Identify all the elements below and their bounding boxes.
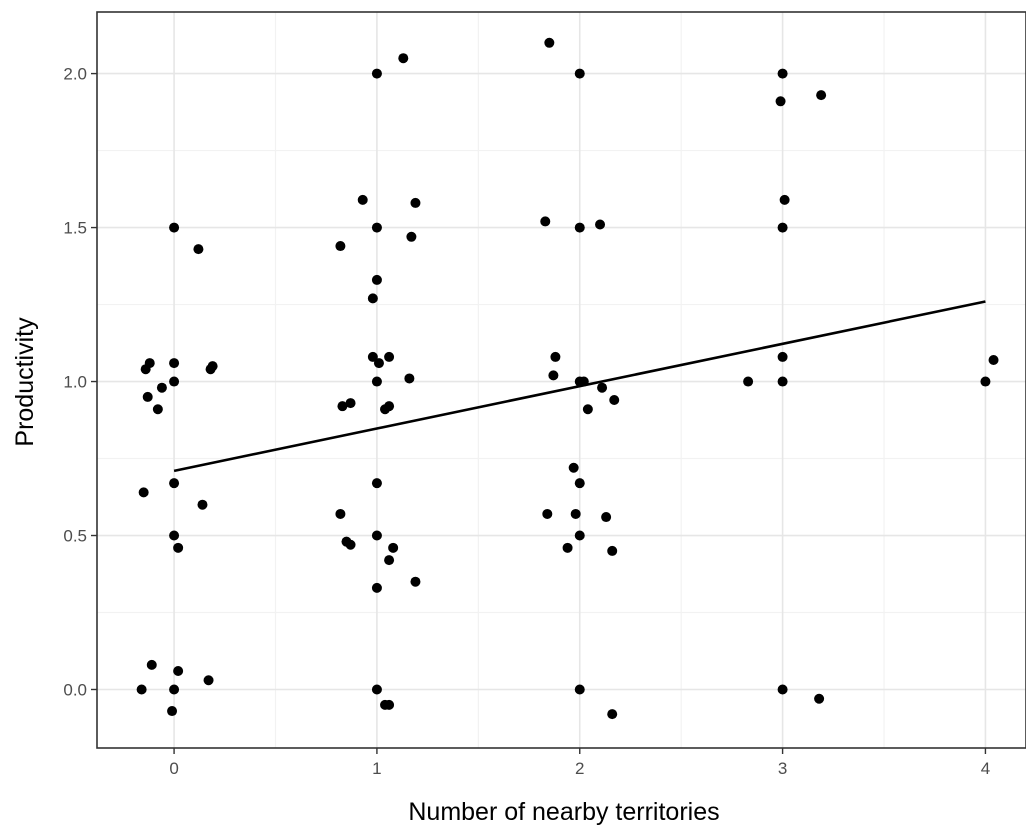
data-point xyxy=(398,53,409,64)
data-point xyxy=(544,37,555,48)
trend-line xyxy=(173,300,986,473)
y-axis-title: Productivity xyxy=(11,317,39,447)
plot-area xyxy=(96,11,1026,749)
data-point xyxy=(337,401,348,412)
data-point xyxy=(203,675,214,686)
data-point xyxy=(607,709,618,720)
y-axis: 0.0 0.5 1.0 1.5 2.0 xyxy=(63,65,97,699)
data-point xyxy=(371,478,382,489)
data-point xyxy=(814,693,825,704)
data-point xyxy=(144,358,155,369)
data-point xyxy=(138,487,149,498)
data-point xyxy=(371,582,382,593)
data-point xyxy=(142,391,153,402)
x-tick-label: 0 xyxy=(169,759,178,778)
data-point xyxy=(779,194,790,205)
y-tick-label: 2.0 xyxy=(63,65,87,84)
data-point xyxy=(777,684,788,695)
data-point xyxy=(562,542,573,553)
data-point xyxy=(371,68,382,79)
data-point xyxy=(595,219,606,230)
y-tick-label: 1.5 xyxy=(63,219,87,238)
data-point xyxy=(367,351,378,362)
y-tick-label: 0.0 xyxy=(63,680,87,699)
x-tick-label: 1 xyxy=(372,759,381,778)
data-point xyxy=(540,216,551,227)
data-point xyxy=(156,382,167,393)
y-tick-label: 1.0 xyxy=(63,373,87,392)
panel-border xyxy=(96,11,1026,749)
data-point xyxy=(574,530,585,541)
data-point xyxy=(384,351,395,362)
data-point xyxy=(173,666,184,677)
data-point xyxy=(371,274,382,285)
data-point xyxy=(371,376,382,387)
data-point xyxy=(169,222,180,233)
data-point xyxy=(173,542,184,553)
data-point xyxy=(197,499,208,510)
data-point xyxy=(169,358,180,369)
data-point xyxy=(169,376,180,387)
data-point xyxy=(384,699,395,710)
data-point xyxy=(367,293,378,304)
data-point xyxy=(404,373,415,384)
data-point xyxy=(152,404,163,415)
data-point xyxy=(136,684,147,695)
data-point xyxy=(568,462,579,473)
data-point xyxy=(371,530,382,541)
data-point xyxy=(609,395,620,406)
data-point xyxy=(207,361,218,372)
data-point xyxy=(548,370,559,381)
data-point xyxy=(574,222,585,233)
data-point xyxy=(574,68,585,79)
data-point xyxy=(169,478,180,489)
data-point xyxy=(146,659,157,670)
data-point xyxy=(777,68,788,79)
y-tick-label: 0.5 xyxy=(63,527,87,546)
data-point xyxy=(335,241,346,252)
data-point xyxy=(607,545,618,556)
data-point xyxy=(775,96,786,107)
x-tick-label: 2 xyxy=(575,759,584,778)
data-point xyxy=(574,478,585,489)
data-point xyxy=(597,382,608,393)
data-point xyxy=(167,706,178,717)
data-point xyxy=(980,376,991,387)
data-point xyxy=(743,376,754,387)
data-point xyxy=(345,539,356,550)
data-point xyxy=(570,508,581,519)
data-point xyxy=(169,684,180,695)
data-point xyxy=(373,358,384,369)
data-point xyxy=(357,194,368,205)
data-point xyxy=(777,222,788,233)
data-point xyxy=(601,512,612,523)
x-axis: 0 1 2 3 4 xyxy=(169,748,990,778)
data-point xyxy=(169,530,180,541)
data-point xyxy=(345,398,356,409)
data-point xyxy=(410,576,421,587)
data-point xyxy=(542,508,553,519)
data-point xyxy=(988,354,999,365)
data-point xyxy=(384,555,395,566)
data-point xyxy=(574,684,585,695)
data-point xyxy=(410,197,421,208)
data-point xyxy=(371,684,382,695)
x-tick-label: 3 xyxy=(778,759,787,778)
data-point xyxy=(550,351,561,362)
data-point xyxy=(384,401,395,412)
data-point xyxy=(193,244,204,255)
data-point xyxy=(406,231,417,242)
data-point xyxy=(371,222,382,233)
data-point xyxy=(335,508,346,519)
data-point xyxy=(777,351,788,362)
x-axis-title: Number of nearby territories xyxy=(408,798,719,826)
data-point xyxy=(777,376,788,387)
data-point xyxy=(816,90,827,101)
x-tick-label: 4 xyxy=(981,759,990,778)
data-point xyxy=(582,404,593,415)
data-point xyxy=(388,542,399,553)
